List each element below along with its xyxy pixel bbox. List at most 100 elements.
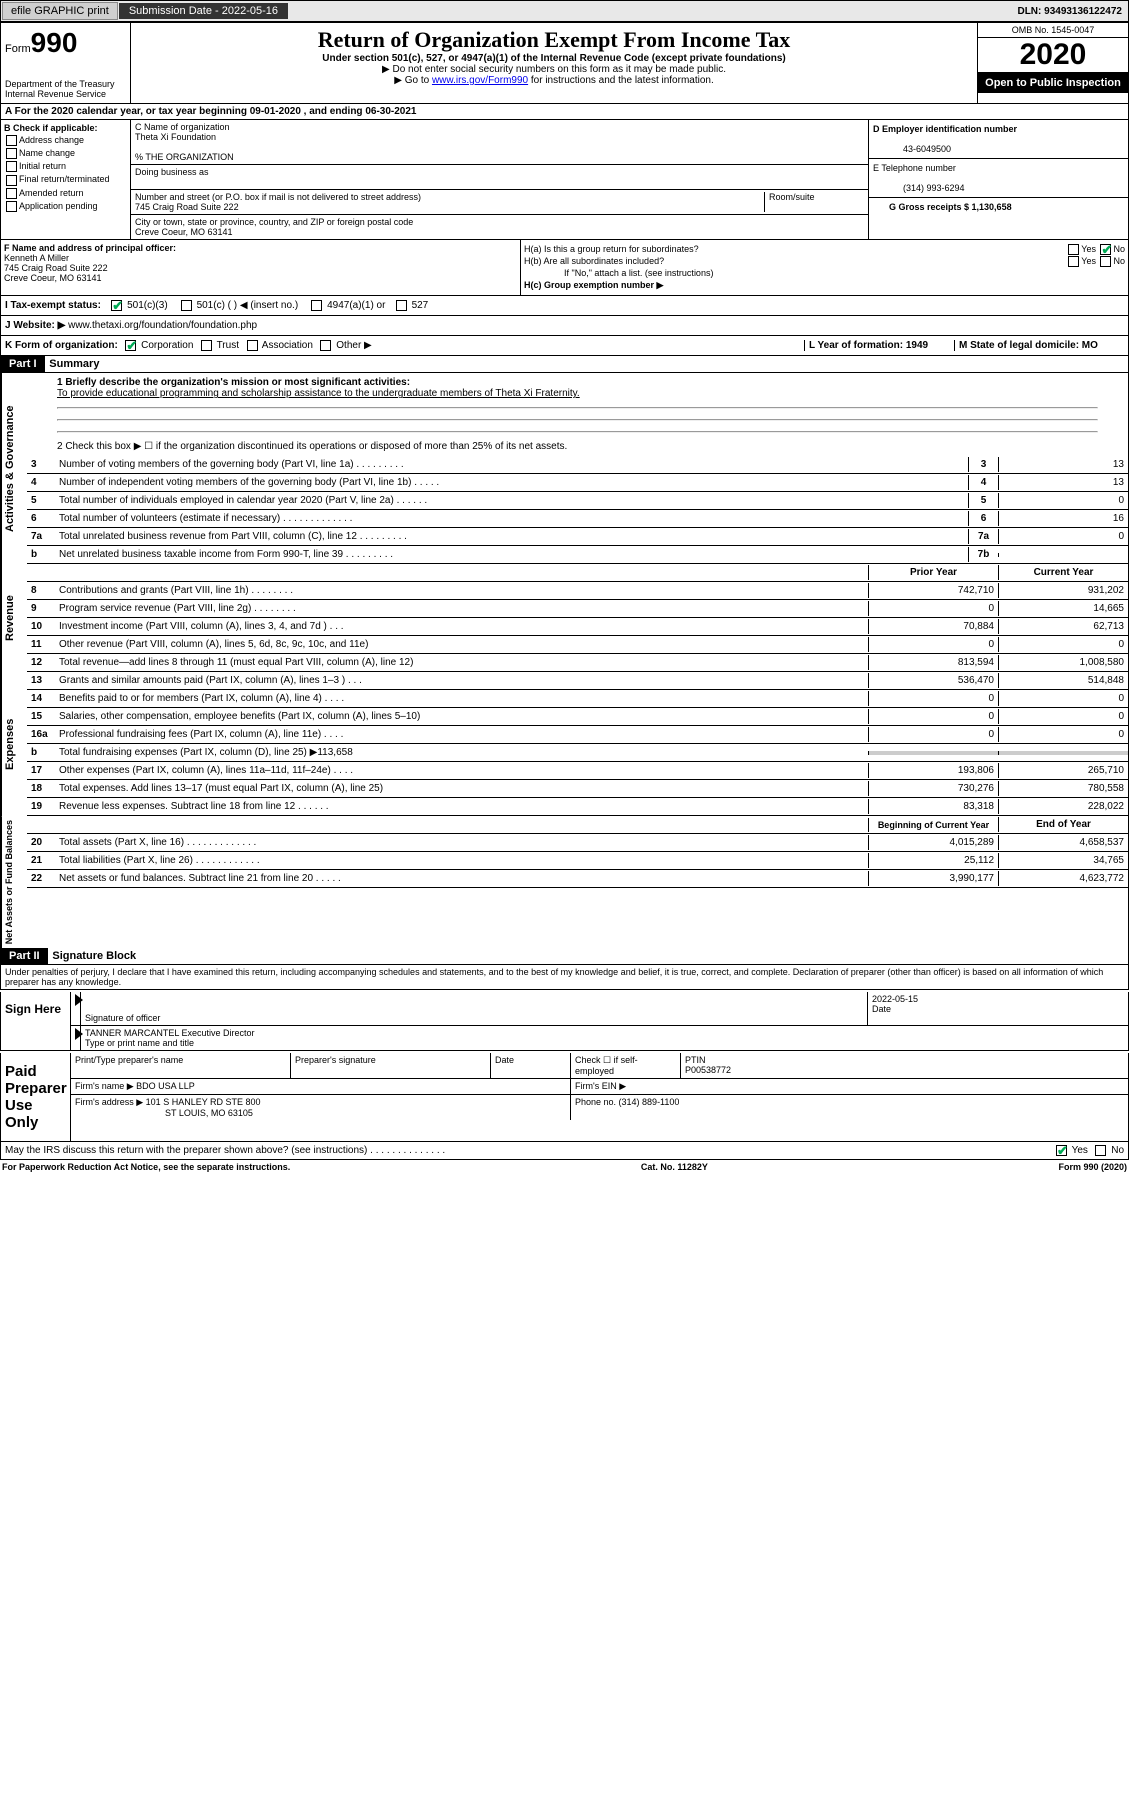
end-year-hdr: End of Year [998, 817, 1128, 832]
table-row: 8Contributions and grants (Part VIII, li… [27, 582, 1128, 600]
tax-status-row: I Tax-exempt status: 501(c)(3) 501(c) ( … [1, 296, 1128, 316]
street-addr: 745 Craig Road Suite 222 [135, 202, 239, 212]
chk-amended[interactable]: Amended return [4, 188, 127, 199]
top-toolbar: efile GRAPHIC print Submission Date - 20… [0, 0, 1129, 22]
dept-treasury: Department of the Treasury Internal Reve… [5, 79, 126, 99]
table-row: 15Salaries, other compensation, employee… [27, 708, 1128, 726]
gross-receipts: G Gross receipts $ 1,130,658 [889, 202, 1012, 212]
table-row: 3Number of voting members of the governi… [27, 456, 1128, 474]
chk-assoc[interactable] [247, 340, 258, 351]
form-header: Form990 Department of the Treasury Inter… [1, 23, 1128, 104]
part2-header: Part II Signature Block [1, 948, 1128, 965]
chk-final[interactable]: Final return/terminated [4, 174, 127, 185]
discuss-yes[interactable] [1056, 1145, 1067, 1156]
vlabel-governance: Activities & Governance [1, 373, 27, 564]
officer-addr1: 745 Craig Road Suite 222 [4, 263, 108, 273]
website-note: ▶ Go to www.irs.gov/Form990 for instruct… [135, 75, 973, 86]
tax-year: 2020 [978, 38, 1128, 73]
ptin-value: P00538772 [685, 1065, 731, 1075]
chk-name[interactable]: Name change [4, 148, 127, 159]
table-row: 7aTotal unrelated business revenue from … [27, 528, 1128, 546]
form-number: Form990 [5, 27, 126, 59]
table-row: 22Net assets or fund balances. Subtract … [27, 870, 1128, 888]
chk-other[interactable] [320, 340, 331, 351]
dln-number: DLN: 93493136122472 [1011, 4, 1128, 19]
table-row: 13Grants and similar amounts paid (Part … [27, 672, 1128, 690]
perjury-declaration: Under penalties of perjury, I declare th… [1, 965, 1128, 989]
org-name: Theta Xi Foundation [135, 132, 216, 142]
discuss-no[interactable] [1095, 1145, 1106, 1156]
chk-501c3[interactable] [111, 300, 122, 311]
sign-here-label: Sign Here [1, 992, 71, 1050]
e-label: E Telephone number [873, 163, 956, 173]
ssn-note: ▶ Do not enter social security numbers o… [135, 64, 973, 75]
firm-addr2: ST LOUIS, MO 63105 [75, 1108, 253, 1118]
form-title: Return of Organization Exempt From Incom… [135, 27, 973, 53]
discuss-row: May the IRS discuss this return with the… [0, 1142, 1129, 1160]
chk-trust[interactable] [201, 340, 212, 351]
mission-block: 1 Briefly describe the organization's mi… [27, 373, 1128, 437]
irs-link[interactable]: www.irs.gov/Form990 [432, 75, 528, 86]
signature-field[interactable]: Signature of officer [81, 992, 868, 1025]
part1-header: Part I Summary [1, 356, 1128, 373]
chk-501c[interactable] [181, 300, 192, 311]
d-label: D Employer identification number [873, 124, 1017, 134]
rev-header-row: Prior Year Current Year [27, 564, 1128, 582]
na-header-row: Beginning of Current Year End of Year [27, 816, 1128, 834]
chk-4947[interactable] [311, 300, 322, 311]
table-row: 21Total liabilities (Part X, line 26) . … [27, 852, 1128, 870]
begin-year-hdr: Beginning of Current Year [868, 818, 998, 832]
city-value: Creve Coeur, MO 63141 [135, 227, 233, 237]
vlabel-netassets: Net Assets or Fund Balances [1, 816, 27, 948]
table-row: 9Program service revenue (Part VIII, lin… [27, 600, 1128, 618]
officer-print-name: TANNER MARCANTEL Executive Director [85, 1028, 255, 1038]
form-subtitle: Under section 501(c), 527, or 4947(a)(1)… [135, 53, 973, 64]
sign-date: 2022-05-15 [872, 994, 918, 1004]
table-row: 18Total expenses. Add lines 13–17 (must … [27, 780, 1128, 798]
chk-527[interactable] [396, 300, 407, 311]
table-row: 6Total number of volunteers (estimate if… [27, 510, 1128, 528]
cat-no: Cat. No. 11282Y [641, 1162, 708, 1172]
c-label: C Name of organization [135, 122, 230, 132]
h-section: H(a) Is this a group return for subordin… [521, 240, 1128, 295]
governance-section: Activities & Governance 1 Briefly descri… [1, 373, 1128, 564]
q2-line: 2 Check this box ▶ ☐ if the organization… [27, 437, 1128, 456]
firm-name: BDO USA LLP [136, 1081, 195, 1091]
officer-section: F Name and address of principal officer:… [1, 240, 521, 295]
footer: For Paperwork Reduction Act Notice, see … [0, 1160, 1129, 1174]
paid-preparer-block: Paid Preparer Use Only Print/Type prepar… [0, 1053, 1129, 1142]
vlabel-revenue: Revenue [1, 564, 27, 672]
table-row: 19Revenue less expenses. Subtract line 1… [27, 798, 1128, 816]
room-label: Room/suite [764, 192, 864, 212]
website-row: J Website: ▶ www.thetaxi.org/foundation/… [1, 316, 1128, 336]
form-container: Form990 Department of the Treasury Inter… [0, 22, 1129, 990]
table-row: bNet unrelated business taxable income f… [27, 546, 1128, 564]
chk-corp[interactable] [125, 340, 136, 351]
chk-address[interactable]: Address change [4, 135, 127, 146]
sign-here-block: Sign Here Signature of officer 2022-05-1… [0, 992, 1129, 1051]
self-employed-chk[interactable]: Check ☐ if self-employed [571, 1053, 681, 1078]
name-column: C Name of organizationTheta Xi Foundatio… [131, 120, 868, 239]
table-row: 17Other expenses (Part IX, column (A), l… [27, 762, 1128, 780]
checkbox-column: B Check if applicable: Address change Na… [1, 120, 131, 239]
paperwork-notice: For Paperwork Reduction Act Notice, see … [2, 1162, 290, 1172]
ein-value: 43-6049500 [873, 144, 951, 154]
care-of: % THE ORGANIZATION [135, 152, 234, 162]
city-label: City or town, state or province, country… [135, 217, 413, 227]
chk-initial[interactable]: Initial return [4, 161, 127, 172]
omb-number: OMB No. 1545-0047 [978, 23, 1128, 38]
preparer-sig-hdr: Preparer's signature [291, 1053, 491, 1078]
efile-print-button[interactable]: efile GRAPHIC print [2, 2, 118, 20]
section-fgh: F Name and address of principal officer:… [1, 240, 1128, 296]
table-row: 20Total assets (Part X, line 16) . . . .… [27, 834, 1128, 852]
table-row: 10Investment income (Part VIII, column (… [27, 618, 1128, 636]
mission-text: To provide educational programming and s… [57, 388, 580, 399]
table-row: 14Benefits paid to or for members (Part … [27, 690, 1128, 708]
chk-pending[interactable]: Application pending [4, 201, 127, 212]
ein-column: D Employer identification number 43-60495… [868, 120, 1128, 239]
addr-label: Number and street (or P.O. box if mail i… [135, 192, 421, 202]
revenue-section: Revenue Prior Year Current Year 8Contrib… [1, 564, 1128, 672]
firm-ein: Firm's EIN ▶ [571, 1079, 1128, 1094]
table-row: 11Other revenue (Part VIII, column (A), … [27, 636, 1128, 654]
expenses-section: Expenses 13Grants and similar amounts pa… [1, 672, 1128, 816]
